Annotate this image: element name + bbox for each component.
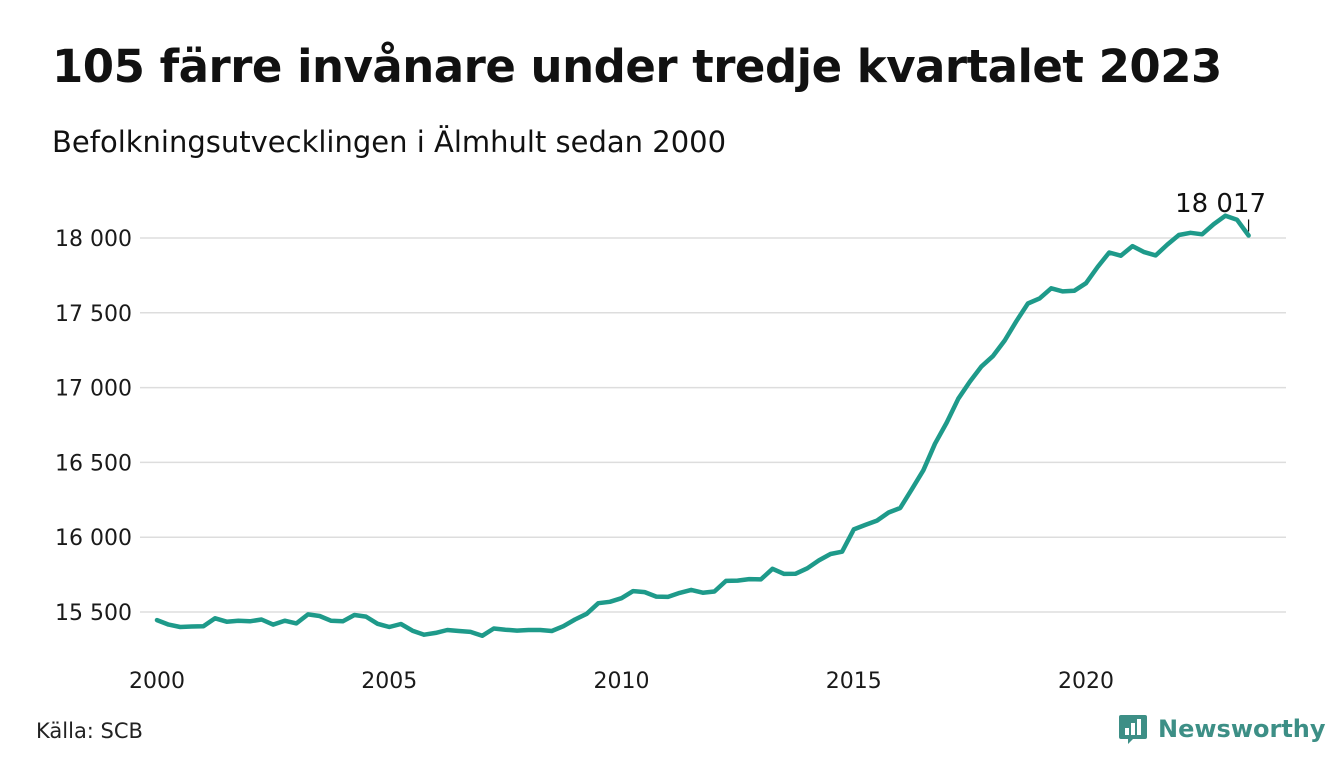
brand-name: Newsworthy bbox=[1158, 715, 1326, 743]
y-tick-label: 17 500 bbox=[55, 302, 132, 327]
x-tick-label: 2000 bbox=[129, 669, 185, 694]
x-tick-label: 2015 bbox=[826, 669, 882, 694]
y-axis-tick-labels: 15 500 16 000 16 500 17 000 17 500 18 000 bbox=[55, 227, 132, 626]
line-chart: 15 500 16 000 16 500 17 000 17 500 18 000 200… bbox=[55, 189, 1286, 694]
x-tick-label: 2005 bbox=[361, 669, 417, 694]
gridlines bbox=[140, 237, 1286, 613]
y-tick-label: 17 000 bbox=[55, 377, 132, 402]
chart-title: 105 färre invånare under tredje kvartale… bbox=[52, 40, 1222, 93]
x-axis-tick-labels: 2000 2005 2010 2015 2020 bbox=[129, 669, 1114, 694]
last-value-annotation: 18 017 bbox=[1175, 189, 1266, 219]
y-tick-label: 15 500 bbox=[55, 601, 132, 626]
chart-subtitle: Befolkningsutvecklingen i Älmhult sedan … bbox=[52, 125, 727, 159]
x-tick-label: 2010 bbox=[594, 669, 650, 694]
y-tick-label: 16 000 bbox=[55, 526, 132, 551]
x-tick-label: 2020 bbox=[1058, 669, 1114, 694]
y-tick-label: 18 000 bbox=[55, 227, 132, 252]
newsworthy-chart-logo-icon bbox=[1119, 715, 1147, 744]
population-series-line bbox=[154, 213, 1251, 639]
brand-logo: Newsworthy bbox=[1118, 713, 1326, 745]
y-tick-label: 16 500 bbox=[55, 451, 132, 476]
source-note: Källa: SCB bbox=[36, 719, 143, 743]
